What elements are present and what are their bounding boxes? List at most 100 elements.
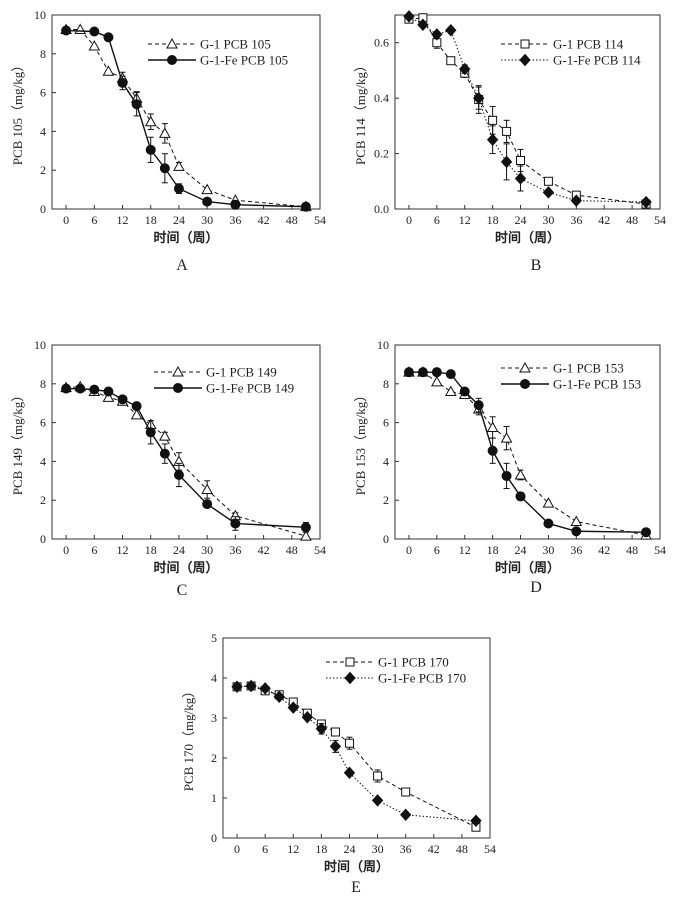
legend-marker (520, 39, 530, 49)
data-point (515, 491, 526, 502)
legend-label: G-1-Fe PCB 105 (200, 53, 288, 68)
x-tick-label: 6 (262, 842, 268, 856)
panel-label: D (530, 579, 542, 596)
data-point (445, 23, 457, 37)
data-point (173, 160, 185, 171)
x-tick-label: 6 (434, 213, 440, 227)
data-point (543, 176, 553, 186)
data-point (571, 526, 582, 537)
x-tick-label: 36 (229, 543, 241, 557)
series-1 (61, 383, 311, 533)
legend-label: G-1 PCB 149 (206, 365, 277, 380)
data-point (202, 196, 213, 207)
x-tick-label: 0 (63, 213, 69, 227)
data-point (446, 56, 456, 66)
legend-label: G-1-Fe PCB 149 (206, 381, 294, 396)
y-tick-label: 0 (383, 532, 389, 546)
data-point (444, 385, 457, 397)
data-point (61, 25, 72, 36)
y-tick-label: 4 (383, 454, 389, 468)
x-tick-label: 48 (286, 543, 298, 557)
plot-frame (51, 14, 321, 210)
y-tick-label: 0.4 (374, 91, 389, 105)
x-tick-label: 18 (487, 543, 499, 557)
x-tick-label: 30 (542, 213, 554, 227)
y-tick-label: 10 (34, 8, 46, 22)
data-point (173, 469, 184, 480)
data-point (89, 384, 100, 395)
data-point (130, 408, 143, 420)
legend-entry: G-1 PCB 105 (148, 37, 271, 52)
x-tick-label: 36 (229, 213, 241, 227)
legend-label: G-1 PCB 114 (553, 37, 624, 52)
x-tick-label: 54 (654, 213, 666, 227)
x-tick-label: 42 (258, 543, 270, 557)
data-point (403, 367, 414, 378)
y-tick-label: 10 (377, 338, 389, 352)
data-point (400, 808, 412, 822)
plot-frame (51, 344, 321, 540)
x-tick-label: 6 (91, 213, 97, 227)
y-tick-label: 2 (40, 163, 46, 177)
x-tick-label: 48 (626, 543, 638, 557)
legend-marker (166, 37, 178, 49)
data-point (158, 430, 171, 441)
x-axis-label: 时间（周） (324, 859, 389, 874)
y-tick-label: 3 (211, 711, 217, 725)
y-tick-label: 8 (383, 377, 389, 391)
data-point (543, 518, 554, 529)
data-point (117, 394, 128, 405)
x-tick-label: 24 (515, 213, 527, 227)
data-point (459, 386, 470, 397)
data-point (117, 77, 128, 88)
legend-marker (519, 361, 531, 373)
y-axis-label: PCB 105（mg/kg） (10, 59, 25, 166)
data-point (89, 26, 100, 37)
legend-entry: G-1-Fe PCB 149 (154, 381, 294, 396)
legend-label: G-1 PCB 105 (200, 37, 271, 52)
data-point (145, 144, 156, 155)
data-point (201, 483, 214, 495)
legend-marker (173, 383, 183, 393)
x-tick-label: 0 (63, 543, 69, 557)
data-point (459, 62, 471, 76)
legend-label: G-1 PCB 153 (553, 361, 624, 376)
panel-label: C (177, 582, 188, 599)
data-point (315, 722, 328, 736)
data-point (403, 10, 415, 23)
data-point (159, 448, 170, 459)
data-point (102, 391, 115, 402)
x-tick-label: 0 (234, 842, 240, 856)
x-tick-label: 42 (258, 213, 270, 227)
x-tick-label: 54 (314, 543, 326, 557)
data-point (158, 127, 171, 138)
legend-label: G-1-Fe PCB 153 (553, 377, 641, 392)
data-point (542, 186, 555, 199)
data-point (514, 172, 527, 185)
x-tick-label: 30 (201, 543, 213, 557)
panel-label: B (531, 257, 542, 274)
data-point (300, 201, 311, 212)
y-tick-label: 1 (211, 791, 217, 805)
y-tick-label: 4 (211, 671, 217, 685)
data-point (259, 682, 271, 695)
legend-label: G-1 PCB 170 (378, 655, 449, 670)
series-1 (403, 367, 652, 538)
legend-entry: G-1 PCB 153 (501, 361, 624, 376)
series-0 (403, 366, 652, 540)
y-tick-label: 0.6 (374, 36, 389, 50)
x-tick-label: 30 (542, 543, 554, 557)
y-tick-label: 10 (34, 338, 46, 352)
x-tick-label: 42 (598, 213, 610, 227)
x-tick-label: 30 (201, 213, 213, 227)
data-point (488, 115, 498, 125)
data-point (470, 814, 482, 828)
data-point (159, 163, 170, 174)
data-point (431, 367, 442, 378)
data-point (641, 527, 652, 538)
series-0 (60, 380, 312, 541)
data-point (516, 156, 526, 165)
legend-entry: G-1-Fe PCB 105 (148, 53, 288, 68)
x-tick-label: 24 (515, 543, 527, 557)
